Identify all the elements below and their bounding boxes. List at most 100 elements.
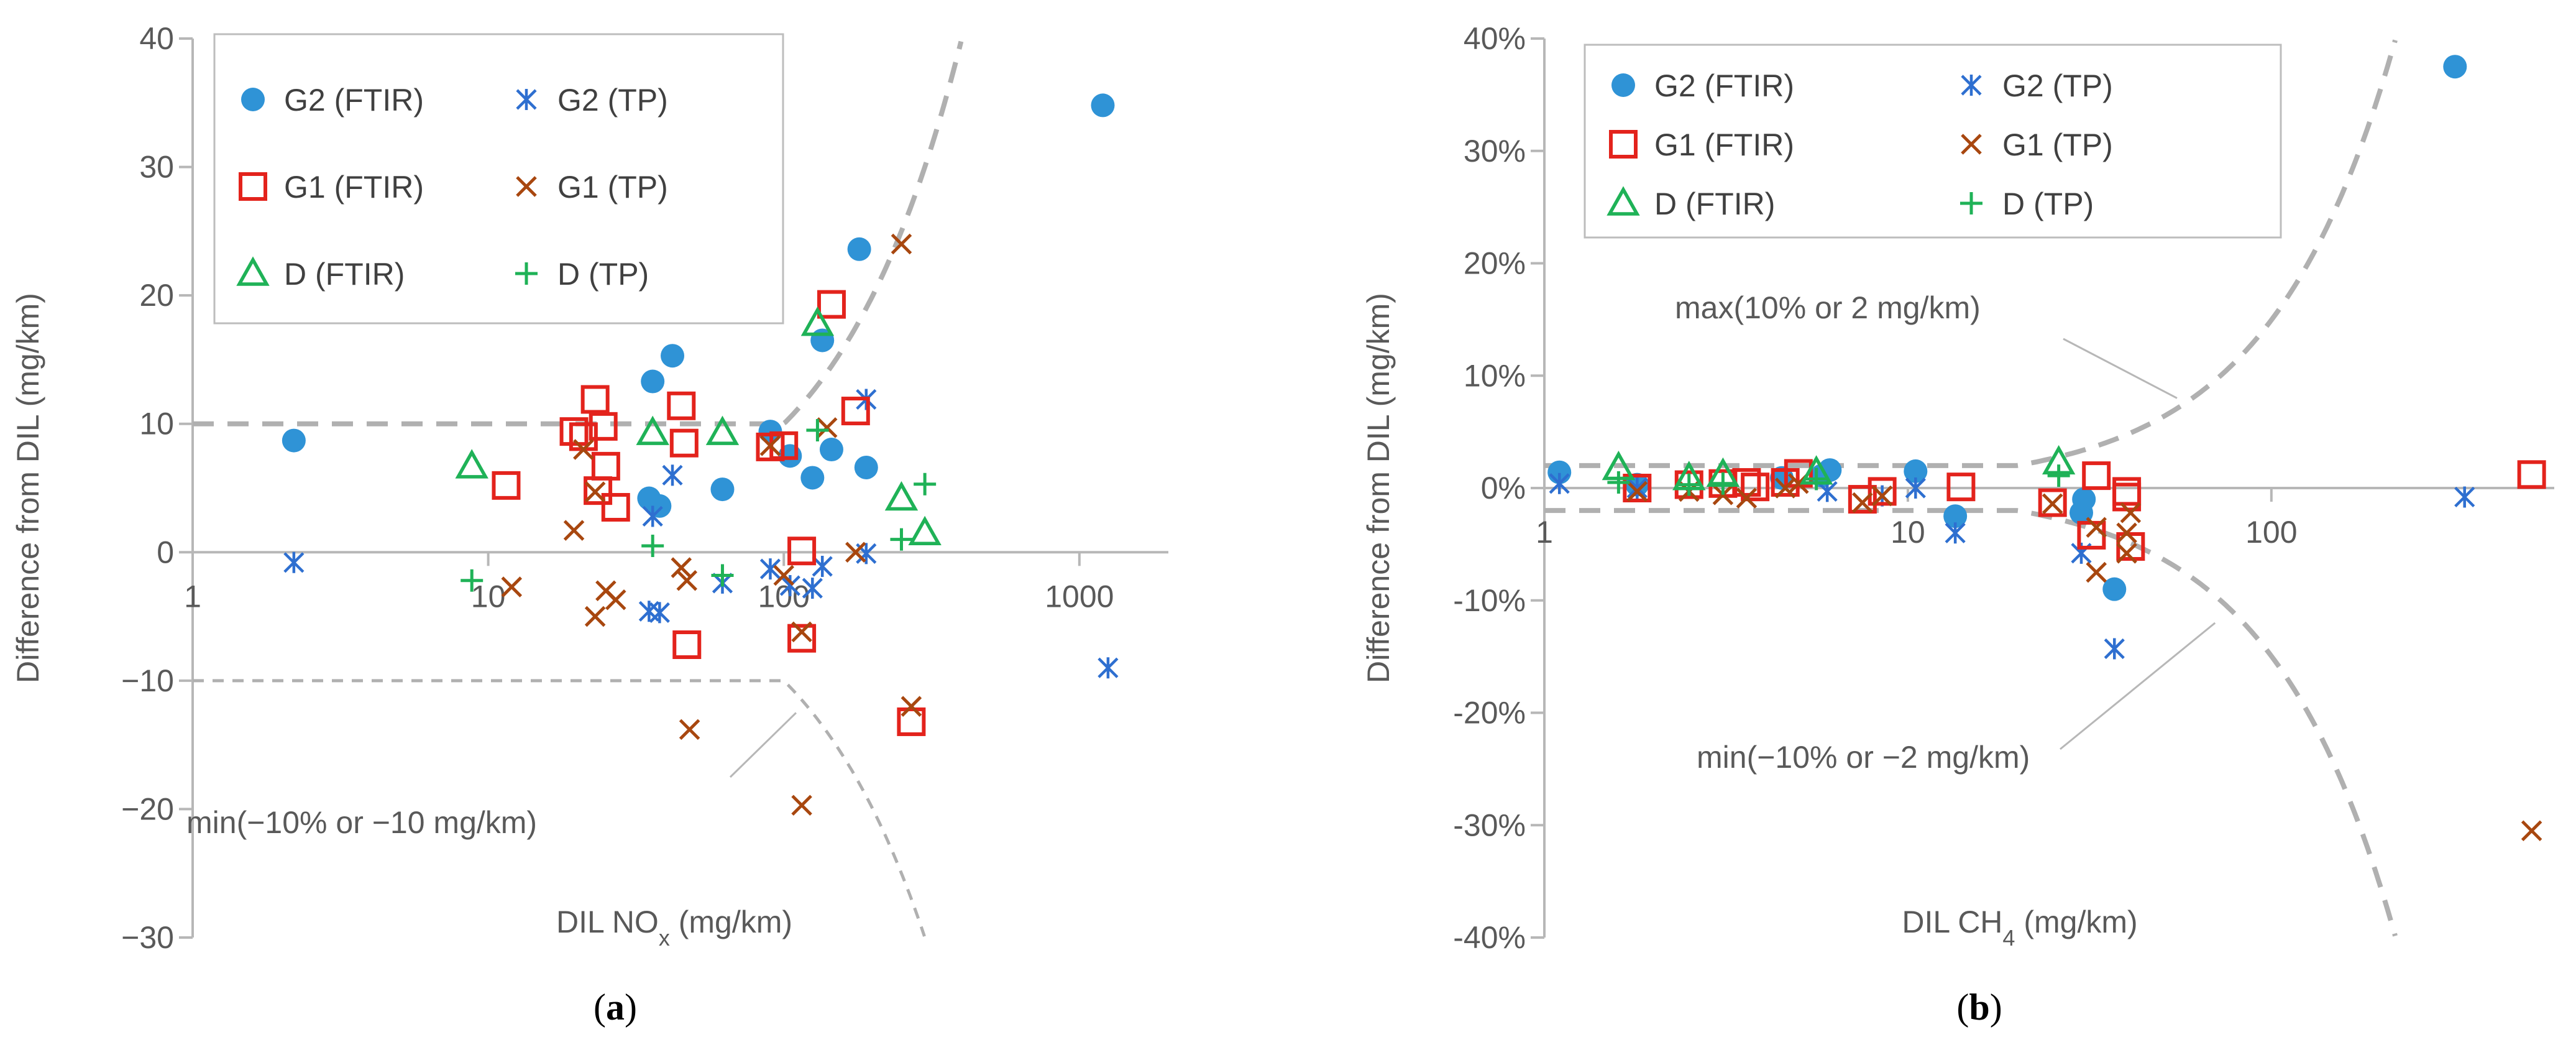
x-axis-title-unit: (mg/km): [670, 905, 792, 939]
data-point-g2_ftir-shape: [847, 237, 871, 261]
data-point-g1_ftir-shape: [492, 471, 521, 500]
data-point-g2_tp: [1098, 657, 1119, 679]
lower-limit-curve: [193, 679, 926, 937]
data-point-g2_tp-shape: [812, 556, 833, 578]
data-point-g1_tp: [2042, 493, 2063, 515]
data-point-g1_ftir: [591, 451, 620, 481]
y-tick-label: 0%: [1481, 471, 1526, 505]
data-point-g1_ftir: [841, 397, 870, 426]
legend-label-d_tp: D (TP): [557, 257, 649, 292]
data-point-g1_tp: [816, 417, 838, 438]
legend: G2 (FTIR) G2 (TP) G1 (FTIR) G1 (TP) D (FTIR)…: [1584, 44, 2282, 239]
data-point-g2_tp-shape: [649, 602, 670, 624]
y-tick-label: -20%: [1453, 696, 1526, 731]
data-point-g1_tp: [501, 576, 523, 597]
data-point-d_ftir-shape: [636, 415, 669, 445]
series-g1_ftir: [492, 290, 926, 736]
y-tick-label: -40%: [1453, 920, 1526, 955]
data-point-g1_tp-shape: [679, 719, 700, 740]
x-axis-title-main: DIL NO: [556, 905, 659, 939]
data-point-g1_ftir: [601, 492, 630, 522]
data-point-d_tp-shape: [1712, 472, 1735, 495]
y-tick-label: 40%: [1464, 21, 1526, 56]
data-point-g1_tp-shape: [845, 542, 866, 563]
data-point-g1_ftir: [1623, 474, 1652, 502]
data-point-g1_tp: [2120, 502, 2142, 523]
data-point-g2_ftir: [847, 237, 871, 261]
data-point-g1_ftir: [2112, 477, 2142, 506]
data-point-g1_ftir: [667, 391, 696, 420]
data-point-d_ftir-shape: [908, 515, 942, 546]
legend-marker-d_ftir-shape: [1607, 186, 1640, 216]
data-point-d_ftir: [800, 306, 835, 336]
data-point-d_tp: [1805, 468, 1828, 491]
data-point-g1_tp-shape: [573, 439, 594, 460]
data-point-g2_ftir: [710, 477, 735, 502]
data-point-g2_ftir: [1943, 504, 1968, 528]
data-point-g1_tp-shape: [584, 606, 606, 627]
legend-marker-g2_tp: [516, 89, 537, 110]
data-point-g2_tp-shape: [2454, 486, 2475, 508]
upper-limit-curve: [1544, 39, 2398, 468]
data-point-d_tp: [1677, 473, 1700, 496]
data-point-d_tp-shape: [890, 528, 913, 551]
data-point-g1_ftir: [559, 417, 589, 446]
data-point-g1_ftir: [787, 624, 817, 653]
data-point-g2_ftir-shape: [800, 466, 825, 490]
panel-label: (b): [1956, 987, 2002, 1028]
data-point-d_tp-shape: [1677, 473, 1700, 496]
data-point-g1_tp: [845, 542, 866, 563]
y-axis-title: Difference from DIL (mg/km): [11, 293, 45, 683]
data-point-g1_ftir: [589, 412, 618, 441]
data-point-g1_tp: [605, 589, 626, 611]
data-point-g1_tp: [563, 520, 585, 541]
x-axis-title-sub: x: [659, 925, 670, 951]
data-point-g2_ftir: [854, 455, 878, 479]
data-point-g2_tp-shape: [759, 558, 781, 580]
x-tick-label: 1: [1536, 515, 1553, 550]
data-point-g1_ftir-shape: [667, 391, 696, 420]
data-point-g2_tp-shape: [779, 574, 800, 596]
data-point-g1_ftir-shape: [2112, 477, 2142, 506]
y-tick-label: 20: [139, 278, 174, 313]
data-point-g2_tp-shape: [1549, 472, 1570, 494]
data-point-g2_ftir: [661, 344, 685, 368]
data-point-g1_tp: [676, 569, 698, 591]
data-point-g2_ftir-shape: [1904, 459, 1928, 483]
data-point-g1_tp: [791, 621, 812, 643]
data-point-g2_ftir-shape: [2443, 55, 2467, 79]
data-point-g2_tp-shape: [1626, 477, 1648, 499]
legend-marker-d_tp: [1960, 192, 1982, 214]
legend-label-d_ftir: D (FTIR): [1654, 187, 1775, 221]
annotations: min(−10% or −2 mg/km) max(10% or 2 mg/km): [1675, 290, 2216, 775]
data-point-g1_tp: [773, 565, 794, 586]
data-point-g1_ftir: [1946, 472, 1976, 502]
data-point-g2_ftir-shape: [1091, 93, 1115, 118]
x-tick-label: 10: [1891, 515, 1925, 550]
data-point-d_ftir: [636, 415, 669, 445]
data-point-g1_tp-shape: [1712, 484, 1734, 505]
data-point-g1_tp-shape: [759, 435, 781, 456]
data-point-g1_tp: [2521, 820, 2542, 842]
data-point-g2_tp-shape: [638, 601, 659, 622]
data-point-g1_ftir-shape: [2517, 460, 2546, 489]
series-g2_ftir: [282, 93, 1115, 518]
panel-label-close: ): [625, 987, 637, 1028]
data-point-g1_ftir: [580, 385, 610, 414]
data-point-g1_tp: [759, 435, 781, 456]
data-point-d_tp-shape: [914, 472, 937, 495]
data-point-g1_ftir: [2082, 461, 2111, 491]
legend-marker-g1_tp: [516, 176, 537, 197]
data-point-g1_ftir-shape: [787, 537, 817, 566]
legend-marker-g2_tp: [1961, 75, 1982, 96]
legend-label-g1_tp: G1 (TP): [557, 170, 668, 205]
legend-label-g2_ftir: G2 (FTIR): [284, 83, 424, 118]
data-point-g1_ftir-shape: [817, 290, 846, 319]
data-point-d_ftir: [884, 481, 919, 511]
data-point-g1_ftir-shape: [1623, 474, 1652, 502]
data-point-g1_ftir-shape: [2082, 461, 2111, 491]
data-point-g1_tp: [1626, 481, 1648, 502]
data-point-d_tp: [914, 472, 937, 495]
data-point-g1_ftir: [672, 630, 702, 660]
x-tick-label: 10: [471, 579, 506, 614]
